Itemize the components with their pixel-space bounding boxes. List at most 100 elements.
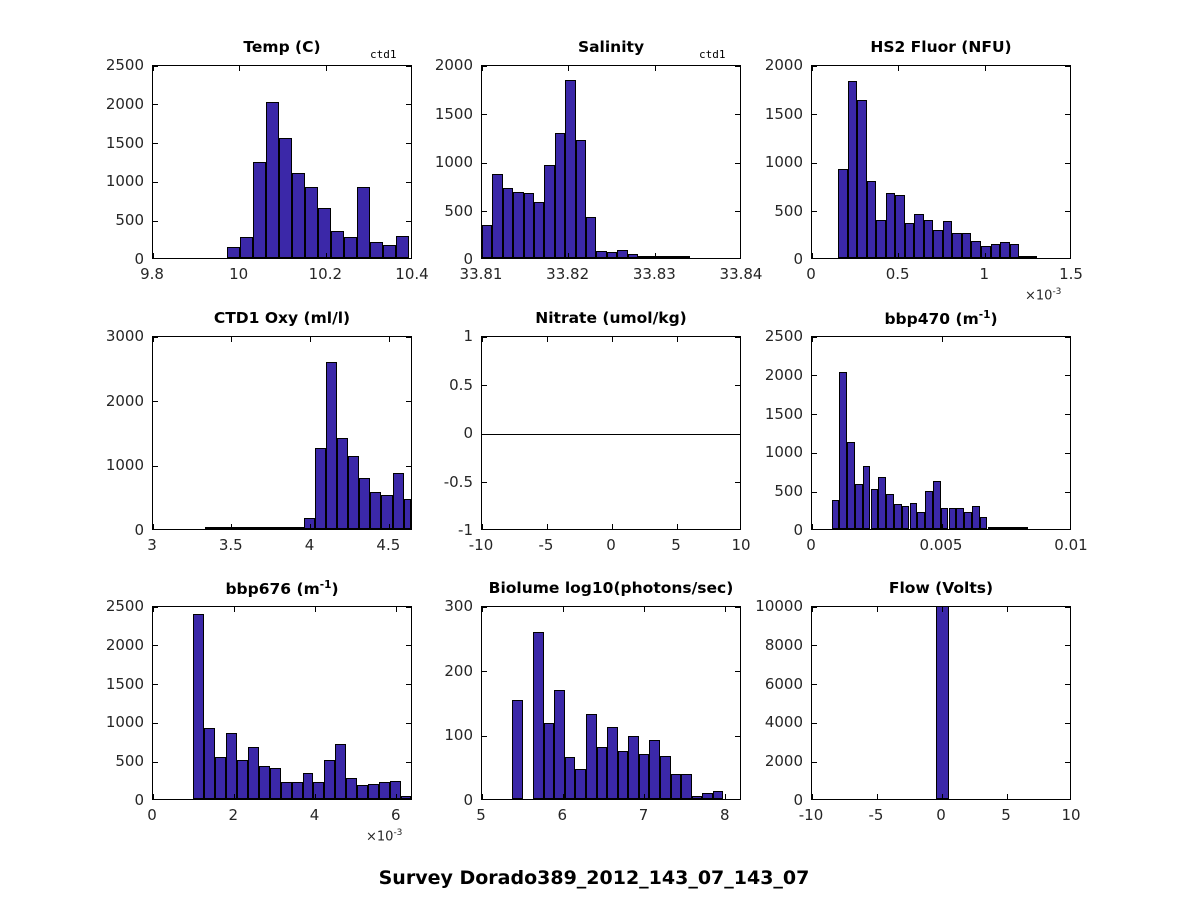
histogram-bar: [271, 527, 283, 529]
y-tick-label: 2000: [764, 365, 803, 384]
x-axis-exponent-label: ×10-3: [1025, 287, 1062, 304]
x-tick-mark: [812, 337, 813, 342]
histogram-bar: [252, 162, 266, 258]
histogram-bar: [870, 488, 879, 529]
y-tick-label: 1: [463, 327, 473, 345]
x-tick-mark: [396, 607, 398, 612]
axes-bbp676[interactable]: [152, 606, 412, 800]
y-tick-mark: [153, 722, 158, 724]
x-tick-mark: [153, 607, 154, 612]
histogram-bar: [280, 782, 292, 799]
histogram-bar: [648, 256, 659, 258]
histogram-bar: [691, 795, 703, 799]
x-tick-mark: [482, 524, 483, 529]
x-tick-mark: [812, 607, 813, 612]
x-tick-mark: [725, 794, 727, 799]
y-tick-mark: [482, 66, 487, 67]
histogram-bar: [923, 219, 934, 258]
x-tick-mark: [812, 66, 813, 71]
histogram-bar: [291, 173, 305, 258]
y-tick-label: 0: [793, 791, 803, 809]
x-tick-mark: [898, 253, 900, 258]
x-tick-label: 1.5: [1059, 265, 1083, 283]
x-tick-mark: [654, 253, 656, 258]
histogram-bar: [979, 516, 988, 529]
y-tick-mark: [812, 761, 817, 763]
y-tick-mark: [812, 162, 817, 164]
histogram-bar: [617, 249, 628, 258]
x-tick-mark: [725, 607, 727, 612]
y-tick-mark: [153, 220, 158, 222]
y-tick-mark: [406, 761, 411, 763]
histogram-bar: [586, 216, 597, 258]
histogram-bar: [932, 481, 941, 529]
histogram-bar: [337, 438, 349, 529]
x-tick-mark: [233, 607, 235, 612]
y-tick-label: 1500: [105, 674, 144, 693]
histogram-bar: [857, 100, 867, 258]
x-tick-mark: [315, 794, 316, 799]
axes-ctd1_oxy[interactable]: [152, 336, 412, 530]
corner-tag-temp: ctd1: [370, 48, 397, 61]
x-tick-label: -5: [538, 536, 554, 554]
y-tick-label: 1500: [764, 104, 803, 123]
histogram-bar: [925, 490, 933, 529]
axes-flow[interactable]: [811, 606, 1071, 800]
histogram-bar: [575, 768, 586, 799]
y-tick-label: -1: [458, 521, 473, 539]
zero-line: [482, 434, 740, 435]
histogram-bar: [205, 527, 217, 529]
y-tick-mark: [735, 114, 740, 115]
y-tick-mark: [482, 482, 487, 483]
y-tick-label: 2000: [105, 94, 144, 113]
plot-title-hs2_fluor: HS2 Fluor (NFU): [870, 38, 1012, 56]
axes-salinity[interactable]: [481, 65, 741, 259]
y-tick-mark: [406, 337, 411, 338]
y-tick-mark: [482, 735, 487, 737]
x-tick-mark: [812, 794, 813, 799]
histogram-bar: [669, 256, 690, 258]
x-tick-label: 1: [979, 265, 990, 283]
x-tick-mark: [388, 337, 390, 342]
x-tick-mark: [231, 524, 233, 529]
x-tick-label: 3.5: [218, 536, 243, 554]
axes-nitrate[interactable]: [481, 336, 741, 530]
axes-temp[interactable]: [152, 65, 412, 259]
x-tick-mark: [1006, 794, 1008, 799]
axes-bbp470[interactable]: [811, 336, 1071, 530]
y-tick-mark: [482, 433, 487, 435]
histogram-bar: [838, 169, 848, 258]
histogram-bar: [904, 223, 915, 258]
histogram-bar: [606, 252, 618, 258]
axes-hs2_fluor[interactable]: [811, 65, 1071, 259]
y-tick-mark: [1065, 66, 1070, 67]
y-tick-label: 3000: [105, 327, 144, 345]
x-tick-mark: [239, 253, 241, 258]
y-tick-label: 0: [793, 250, 803, 268]
axes-biolume[interactable]: [481, 606, 741, 800]
y-tick-mark: [812, 684, 817, 686]
histogram-bar: [356, 187, 370, 258]
y-tick-mark: [406, 722, 411, 724]
x-tick-mark: [562, 794, 564, 799]
histogram-bar: [313, 781, 325, 799]
histogram-bar: [885, 192, 896, 258]
histogram-bar: [395, 236, 409, 258]
y-tick-mark: [812, 66, 817, 67]
y-tick-mark: [406, 645, 411, 647]
plot-title-bbp470: bbp470 (m-1): [884, 309, 998, 329]
y-tick-label: 500: [774, 201, 803, 220]
histogram-bar: [1019, 256, 1029, 258]
x-tick-mark: [568, 253, 570, 258]
histogram-bar: [247, 747, 259, 799]
histogram-bar: [192, 614, 204, 799]
y-tick-mark: [812, 452, 817, 454]
y-tick-mark: [153, 143, 158, 145]
x-tick-label: 5: [671, 536, 681, 554]
y-tick-mark: [812, 114, 817, 115]
x-tick-mark: [482, 337, 483, 342]
y-tick-mark: [735, 671, 740, 673]
y-tick-label: 8000: [764, 635, 803, 654]
histogram-bar: [942, 220, 953, 258]
y-tick-label: 4000: [764, 713, 803, 732]
